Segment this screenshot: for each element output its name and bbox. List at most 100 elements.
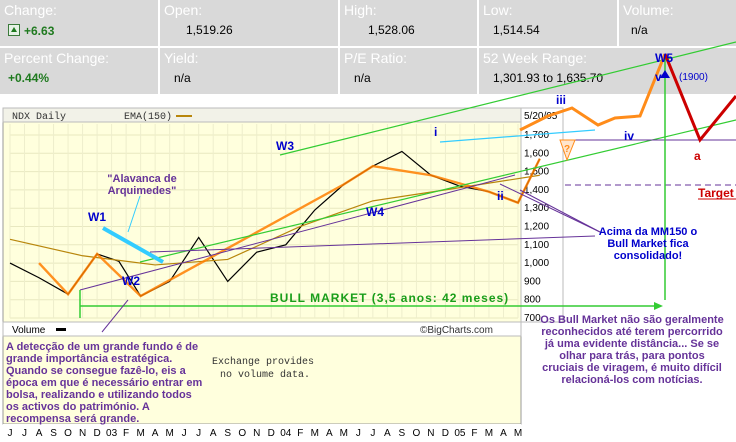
x-tick-label: F — [123, 428, 129, 439]
y-tick-label: 800 — [524, 295, 541, 306]
x-tick-label: A — [152, 428, 159, 439]
yield-cell: Yield: n/a — [160, 48, 338, 94]
change-cell: Change: +6.63 — [0, 0, 158, 46]
pe-value: n/a — [354, 71, 371, 85]
volume-note-1: Exchange provides — [212, 356, 314, 368]
watermark: ©BigCharts.com — [420, 325, 493, 336]
volume-value: n/a — [631, 23, 648, 37]
legend-ndx: NDX Daily — [12, 111, 66, 123]
x-tick-label: A — [326, 428, 333, 439]
x-tick-label: N — [79, 428, 86, 439]
change-value: +6.63 — [8, 23, 54, 38]
wave-a: a — [694, 149, 701, 163]
y-tick-label: 1,300 — [524, 203, 549, 214]
wave-w1: W1 — [88, 210, 106, 224]
bull-market-label: BULL MARKET (3,5 anos: 42 meses) — [270, 291, 509, 305]
range-label: 52 Week Range: — [483, 50, 588, 66]
axis-frame — [520, 107, 564, 323]
low-value: 1,514.54 — [493, 23, 540, 37]
wave-overlay-line — [38, 158, 541, 298]
acima-pointer-2 — [519, 189, 601, 233]
x-tick-label: D — [268, 428, 275, 439]
x-tick-label: S — [50, 428, 57, 439]
change-number: +6.63 — [24, 24, 55, 38]
high-label: High: — [344, 2, 377, 18]
target-label: Target — [698, 186, 734, 200]
y-tick-label: 1,700 — [524, 130, 549, 141]
projection-red — [663, 53, 736, 143]
series-line-ndx — [9, 150, 541, 297]
x-tick-label: N — [253, 428, 260, 439]
y-tick-label: 1,500 — [524, 167, 549, 178]
wave-ii: ii — [497, 189, 504, 203]
x-tick-label: 04 — [280, 428, 292, 439]
wave-i: i — [434, 125, 437, 139]
x-tick-label: M — [311, 428, 319, 439]
wave-iv: iv — [624, 129, 634, 143]
x-tick-label: J — [356, 428, 361, 439]
y-tick-label: 1,200 — [524, 221, 549, 232]
x-tick-label: J — [196, 428, 201, 439]
change-label: Change: — [4, 2, 57, 18]
xaxis-bar — [3, 424, 521, 442]
question-mark: ? — [564, 144, 570, 155]
wave-iii: iii — [556, 93, 566, 107]
volume-cell: Volume: n/a — [619, 0, 736, 46]
yield-label: Yield: — [164, 50, 199, 66]
wave-v-value: (1900) — [679, 72, 708, 83]
x-tick-label: M — [136, 428, 144, 439]
acima-annotation: Acima da MM150 o Bull Market fica consol… — [598, 226, 698, 262]
x-tick-label: D — [442, 428, 449, 439]
pe-cell: P/E Ratio: n/a — [340, 48, 477, 94]
pct-label: Percent Change: — [4, 50, 110, 66]
x-tick-label: O — [238, 428, 246, 439]
cyan-line — [439, 129, 596, 143]
x-tick-label: A — [384, 428, 391, 439]
projection-orange — [519, 53, 667, 132]
wave-w3: W3 — [276, 139, 294, 153]
y-tick-label: 1,100 — [524, 240, 549, 251]
x-tick-label: M — [165, 428, 173, 439]
y-tick-label: 1,600 — [524, 148, 549, 159]
up-arrow-icon — [8, 24, 20, 36]
date-label: 5/20/05 — [524, 111, 558, 122]
arquimedes-pointer — [127, 195, 141, 233]
wave-v: v — [655, 70, 662, 84]
pct-value: +0.44% — [8, 71, 50, 85]
y-tick-label: 900 — [524, 276, 541, 287]
volume-frame — [2, 321, 522, 425]
volume-swatch — [56, 328, 66, 331]
legend-ema: EMA(150) — [124, 111, 172, 123]
bull-arrow-head — [654, 302, 663, 310]
purple-trend-lower — [79, 174, 516, 291]
volume-label: Volume: — [623, 2, 674, 18]
x-tick-label: M — [514, 428, 522, 439]
wave-w2: W2 — [122, 274, 140, 288]
x-tick-label: S — [399, 428, 406, 439]
alavanca-annotation: "Alavanca de Arquimedes" — [107, 173, 177, 197]
acima-pointer-1 — [499, 183, 601, 233]
x-tick-label: F — [471, 428, 477, 439]
open-label: Open: — [164, 2, 203, 18]
open-value: 1,519.26 — [186, 23, 233, 37]
x-tick-label: O — [64, 428, 72, 439]
chart-frame — [2, 107, 522, 323]
wave-w4: W4 — [366, 205, 384, 219]
grid — [9, 124, 519, 319]
open-cell: Open: 1,519.26 — [160, 0, 338, 46]
deteccao-annotation: A detecção de um grande fundo é de grand… — [6, 341, 203, 425]
y-ticks: 700 800 900 1,000 1,100 1,200 1,300 1,400 1,500 1… — [524, 130, 549, 324]
x-tick-label: F — [297, 428, 303, 439]
x-labels: J J A S O N D 03 F M A M J J A S O N D 04 F M A M J J A S O N D 05 F M A M — [8, 428, 523, 439]
v-pointer — [660, 70, 670, 78]
pe-label: P/E Ratio: — [344, 50, 408, 66]
x-tick-label: D — [93, 428, 100, 439]
wave-w5: W5 — [655, 51, 673, 65]
x-tick-label: J — [8, 428, 13, 439]
bull-channel-upper — [279, 41, 736, 156]
deteccao-pointer — [101, 299, 129, 333]
yield-value: n/a — [174, 71, 191, 85]
x-tick-label: A — [36, 428, 43, 439]
bull-reconhecido-annotation: Os Bull Market não são geralmente reconh… — [540, 314, 724, 386]
